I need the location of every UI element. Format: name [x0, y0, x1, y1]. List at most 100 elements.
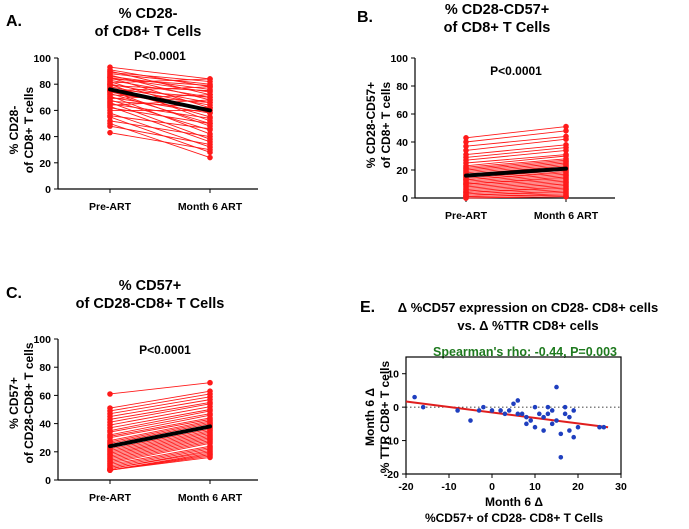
y-tick-label: 10	[387, 369, 399, 381]
y-tick-label: 100	[33, 334, 51, 346]
scatter-point	[558, 431, 564, 437]
subject-line	[465, 194, 567, 198]
subject-line	[109, 414, 211, 436]
y-tick-label: 100	[33, 53, 51, 65]
p-value-annotation: P<0.0001	[490, 64, 542, 78]
subject-line	[465, 155, 567, 167]
subject-line	[465, 144, 567, 156]
y-tick-label: 0	[45, 184, 51, 196]
x-tick-label: 30	[615, 481, 627, 493]
y-tick-label: 20	[39, 447, 51, 459]
subject-line	[109, 390, 211, 409]
month6-point	[207, 146, 213, 153]
subject-line	[465, 147, 567, 158]
scatter-point	[571, 434, 576, 440]
subject-line	[465, 149, 567, 161]
scatter-point	[537, 411, 542, 417]
scatter-point	[558, 454, 564, 460]
panel-c: C. % CD57+ of CD28-CD8+ T Cells P<0.0001…	[6, 278, 258, 504]
scatter-point	[455, 408, 460, 413]
mean-line	[108, 424, 212, 449]
p-value-annotation: P<0.0001	[139, 343, 191, 357]
chart-title-line-1: % CD28-CD57+	[445, 2, 549, 18]
subject-line	[465, 159, 567, 170]
subject-line	[109, 78, 211, 84]
subject-line	[109, 399, 211, 417]
scatter-point	[567, 428, 572, 433]
p-value-annotation: P<0.0001	[134, 49, 186, 63]
panel-label: A.	[6, 13, 22, 30]
subject-line	[465, 191, 567, 196]
scatter-point	[489, 408, 495, 413]
y-tick-label: 40	[39, 132, 51, 144]
y-axis-label-line-1: % CD28-	[7, 106, 21, 155]
x-tick-label: Pre-ART	[89, 201, 132, 213]
month6-point	[207, 76, 213, 82]
x-tick-label: 20	[572, 481, 584, 493]
subject-line	[465, 173, 567, 182]
plot-area: 0 20 40 60 80 100 Pre-ART Month 6 ART	[33, 53, 258, 213]
y-axis-label-line-2: of CD8+ T cells	[22, 87, 36, 174]
x-tick-label: -10	[441, 481, 456, 493]
mean-line	[464, 166, 568, 178]
scatter-point	[541, 414, 546, 420]
y-tick-label: -20	[384, 469, 399, 481]
y-axis-label-line-2: % TTR CD8+ T cells	[378, 360, 392, 473]
panel-b: B. % CD28-CD57+ of CD8+ T Cells P<0.0001…	[357, 2, 615, 222]
month6-point	[563, 136, 569, 142]
subject-line	[465, 189, 567, 195]
month6-point	[207, 154, 213, 161]
subject-line	[109, 106, 211, 143]
subject-line	[109, 431, 211, 453]
month6-point	[207, 379, 213, 386]
month6-point	[563, 193, 569, 200]
month6-point	[563, 147, 569, 154]
x-axis-label-line-1: Month 6 Δ	[485, 495, 543, 509]
subject-line	[109, 418, 211, 439]
y-tick-label: 80	[39, 362, 51, 374]
scatter-point	[567, 414, 572, 420]
x-tick-label: Month 6 ART	[534, 210, 599, 222]
subject-line	[109, 421, 211, 443]
y-tick-label: 20	[39, 158, 51, 170]
subject-line	[465, 182, 567, 189]
x-tick-label: Month 6 ART	[178, 201, 243, 213]
subject-line	[109, 448, 211, 468]
y-tick-label: -10	[384, 436, 399, 448]
subject-line	[109, 406, 211, 426]
subject-line	[109, 103, 211, 119]
y-tick-label: 60	[396, 109, 408, 121]
subject-line	[109, 440, 211, 461]
y-tick-label: 0	[393, 402, 399, 414]
subject-line	[109, 102, 211, 140]
subject-line	[109, 435, 211, 457]
subject-line	[109, 430, 211, 451]
y-axis-label-line-1: % CD57+	[7, 377, 21, 429]
scatter-point	[515, 398, 521, 403]
subject-line	[109, 456, 211, 471]
subject-line	[109, 132, 211, 151]
subject-line	[109, 125, 211, 145]
subject-line	[109, 403, 211, 423]
subject-line	[465, 175, 567, 184]
subject-line	[465, 177, 567, 185]
subject-line	[109, 445, 211, 465]
scatter-point	[420, 404, 426, 410]
subject-line	[465, 154, 567, 164]
panel-label: B.	[357, 9, 373, 26]
subject-line	[109, 66, 211, 80]
subject-line	[109, 99, 211, 131]
chart-title-line-2: of CD8+ T Cells	[95, 24, 202, 40]
scatter-point	[545, 404, 551, 410]
x-tick-label: Pre-ART	[89, 492, 132, 504]
subject-line	[465, 180, 567, 188]
chart-title-line-2: of CD28-CD8+ T Cells	[76, 296, 225, 312]
pre-art-point	[463, 135, 469, 141]
pre-art-point	[463, 147, 469, 154]
month6-point	[207, 84, 213, 90]
y-tick-label: 40	[396, 137, 408, 149]
subject-line	[109, 410, 211, 432]
scatter-point	[528, 418, 533, 423]
month6-point	[207, 97, 213, 103]
